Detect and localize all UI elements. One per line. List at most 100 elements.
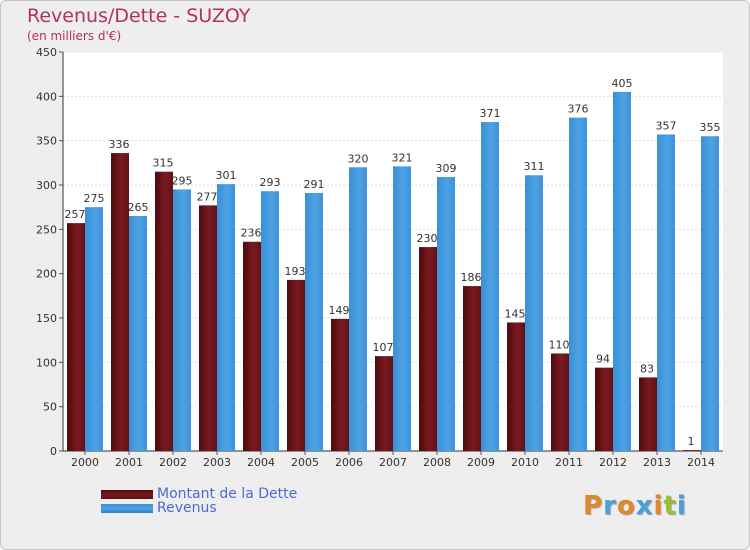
data-label-revenus: 371 [480,107,501,120]
data-label-dette: 257 [65,208,86,221]
chart-subtitle: (en milliers d'€) [27,29,122,43]
y-tick-label: 200 [36,268,57,281]
bar-revenus-2012 [613,91,631,452]
legend-label-revenus: Revenus [157,500,217,516]
y-tick-label: 100 [36,356,57,369]
x-tick-label: 2011 [555,456,583,469]
data-label-revenus: 355 [700,121,721,134]
data-label-revenus: 320 [348,152,369,165]
bar-revenus-2010 [525,175,543,451]
bar-dette-2013 [639,377,657,451]
bar-revenus-2002 [173,189,191,451]
data-label-revenus: 265 [128,201,149,214]
logo-letter: o [616,491,636,521]
data-label-dette: 315 [153,157,174,170]
data-label-dette: 277 [197,190,218,203]
logo-letter: i [676,491,687,521]
data-label-dette: 149 [329,304,350,317]
x-tick-label: 2007 [379,456,407,469]
data-label-revenus: 275 [84,192,105,205]
bar-revenus-2007 [393,166,411,451]
data-label-dette: 107 [373,341,394,354]
y-tick-label: 150 [36,312,57,325]
bar-dette-2000 [67,223,85,451]
bar-revenus-2008 [437,177,455,451]
chart-title: Revenus/Dette - SUZOY [27,5,251,27]
bar-revenus-2003 [217,184,235,451]
y-tick-label: 400 [36,90,57,103]
x-tick-label: 2006 [335,456,363,469]
data-label-dette: 230 [417,232,438,245]
bar-revenus-2011 [569,117,587,451]
legend-swatch-dette [101,490,153,499]
logo-letter: i [653,491,664,521]
bar-dette-2009 [463,286,481,451]
y-tick-label: 450 [36,46,57,59]
x-tick-label: 2001 [115,456,143,469]
bar-dette-2012 [595,367,613,451]
bar-dette-2001 [111,153,129,451]
y-tick-label: 300 [36,179,57,192]
x-tick-label: 2013 [643,456,671,469]
x-tick-label: 2003 [203,456,231,469]
bar-dette-2004 [243,241,261,451]
bar-revenus-2006 [349,167,367,451]
bar-dette-2006 [331,318,349,451]
data-label-dette: 186 [461,271,482,284]
y-tick-label: 250 [36,223,57,236]
bar-dette-2005 [287,279,305,451]
bar-revenus-2009 [481,122,499,452]
data-label-revenus: 376 [568,103,589,116]
bar-dette-2003 [199,205,217,451]
data-label-revenus: 321 [392,151,413,164]
bar-revenus-2004 [261,191,279,451]
x-tick-label: 2010 [511,456,539,469]
bar-revenus-2001 [129,216,147,451]
data-label-revenus: 295 [172,174,193,187]
x-tick-label: 2004 [247,456,275,469]
x-tick-label: 2002 [159,456,187,469]
data-label-revenus: 405 [612,77,633,90]
data-label-dette: 94 [596,353,610,366]
x-tick-label: 2014 [687,456,715,469]
bar-revenus-2013 [657,134,675,451]
data-label-revenus: 309 [436,162,457,175]
bar-revenus-2000 [85,207,103,451]
bar-dette-2010 [507,322,525,451]
x-tick-label: 2008 [423,456,451,469]
data-label-revenus: 311 [524,160,545,173]
data-label-dette: 1 [688,435,695,448]
x-tick-label: 2009 [467,456,495,469]
logo-letter: x [635,491,654,521]
data-label-dette: 145 [505,307,526,320]
data-label-dette: 336 [109,138,130,151]
data-label-revenus: 291 [304,178,325,191]
data-label-dette: 193 [285,265,306,278]
bar-dette-2014 [683,450,701,452]
bar-dette-2008 [419,247,437,451]
y-tick-label: 350 [36,135,57,148]
bar-dette-2011 [551,353,569,451]
logo-letter: P [583,491,604,521]
data-label-revenus: 357 [656,119,677,132]
data-label-revenus: 293 [260,176,281,189]
y-tick-label: 50 [43,401,57,414]
bar-revenus-2014 [701,136,719,451]
x-tick-label: 2012 [599,456,627,469]
logo-letter: r [603,491,617,521]
bar-dette-2007 [375,356,393,451]
data-label-dette: 110 [549,338,570,351]
data-label-dette: 236 [241,227,262,240]
x-tick-label: 2005 [291,456,319,469]
bar-dette-2002 [155,171,173,451]
bar-revenus-2005 [305,192,323,452]
data-label-revenus: 301 [216,169,237,182]
data-label-dette: 83 [640,362,654,375]
y-tick-label: 0 [50,445,57,458]
proxiti-logo: Proxiti [583,491,687,521]
logo-letter: t [663,491,677,521]
legend-label-dette: Montant de la Dette [157,486,298,502]
legend-swatch-revenus [101,504,153,513]
